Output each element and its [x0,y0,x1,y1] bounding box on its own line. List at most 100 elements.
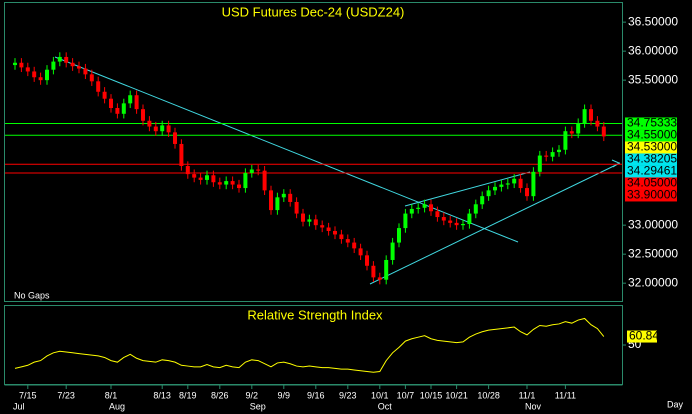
candle-body [70,62,75,67]
candle-body [115,107,120,114]
candle-body [230,181,235,185]
candle-body [77,66,81,69]
candle-body [96,81,101,92]
candle-body [467,213,472,225]
x-tick-label: 9/16 [307,390,325,400]
candle-body [256,169,261,171]
candle-body [141,109,145,121]
gap-note: No Gaps [14,290,50,300]
candle-body [371,265,376,278]
x-tick-label: 8/13 [153,390,171,400]
candle-body [294,201,299,214]
candle-body [166,125,171,133]
candle-body [422,204,427,208]
candle-body [25,67,30,72]
candle-body [576,123,581,134]
candle-body [339,234,344,240]
level-label-box [625,189,677,202]
candle-body [320,225,325,228]
candle-body [281,193,286,198]
y-tick-label: 36.00000 [628,43,678,57]
month-label: Nov [525,401,542,411]
candle-body [525,188,529,197]
candle-body [486,190,491,197]
level-label: 34.29461 [627,164,677,178]
candle-body [192,174,197,178]
x-tick-label: 10/1 [371,390,389,400]
candle-body [288,193,293,202]
trend-arrow [611,159,621,168]
candle-body [128,95,133,104]
x-tick-label: 10/21 [445,390,468,400]
x-unit: Day [667,399,684,409]
rsi-value-label: 60.84 [629,329,659,343]
month-label: Aug [109,401,125,411]
level-label: 34.53000 [627,140,677,154]
candle-body [589,109,593,121]
price-panel [4,2,623,302]
level-label-box [625,129,677,142]
level-label: 33.90000 [627,188,677,202]
x-tick-label: 11/1 [519,390,536,400]
candle-body [429,204,433,212]
x-tick-label: 10/15 [420,390,443,400]
candle-body [307,219,312,222]
candle-body [13,62,17,66]
candle-body [377,277,382,280]
x-tick-label: 9/2 [246,390,259,400]
candle-body [224,181,229,185]
candle-body [185,166,190,175]
candle-body [409,208,414,214]
candle-body [454,222,459,226]
candle-body [83,68,88,75]
x-tick-label: 10/28 [477,390,500,400]
trend-line [369,162,621,285]
level-label-box [625,165,677,178]
level-label-box [625,141,677,154]
level-label: 34.38205 [627,152,677,166]
candle-body [595,120,600,127]
x-tick-label: 8/26 [211,390,229,400]
candle-body [345,239,350,243]
y-tick-label: 33.00000 [628,217,678,231]
candle-body [32,71,37,78]
candle-body [518,178,523,189]
candle-body [569,131,574,134]
candle-body [531,171,536,197]
candle-body [582,109,587,124]
candle-body [352,242,357,249]
candle-body [397,228,401,243]
candle-body [499,184,504,187]
y-tick-label: 32.50000 [628,246,678,260]
trend-lines [54,56,621,285]
rsi-label-box [627,330,657,343]
candle-body [358,248,363,256]
x-tick-label: 11/11 [555,390,576,400]
x-tick-label: 7/15 [19,390,37,400]
candle-body [301,213,305,222]
candle-body [313,219,318,226]
candle-body [390,242,395,260]
x-tick-label: 7/23 [57,390,75,400]
rsi-line [14,317,605,373]
candle-body [461,224,465,226]
x-tick-label: 8/19 [179,390,197,400]
candle-body [441,217,446,221]
candle-body [601,126,606,137]
candle-body [160,125,165,132]
candle-body [57,56,62,62]
y-tick-label: 32.00000 [628,275,678,289]
candle-body [134,95,139,110]
candle-body [38,77,43,81]
candle-body [512,178,517,184]
level-label: 34.55000 [627,128,677,142]
candle-body [147,120,152,127]
candle-body [275,197,280,211]
candle-body [179,143,184,167]
y-tick-label: 35.50000 [628,72,678,86]
candle-body [557,149,561,153]
candle-body [269,190,273,211]
candle-body [102,91,107,99]
